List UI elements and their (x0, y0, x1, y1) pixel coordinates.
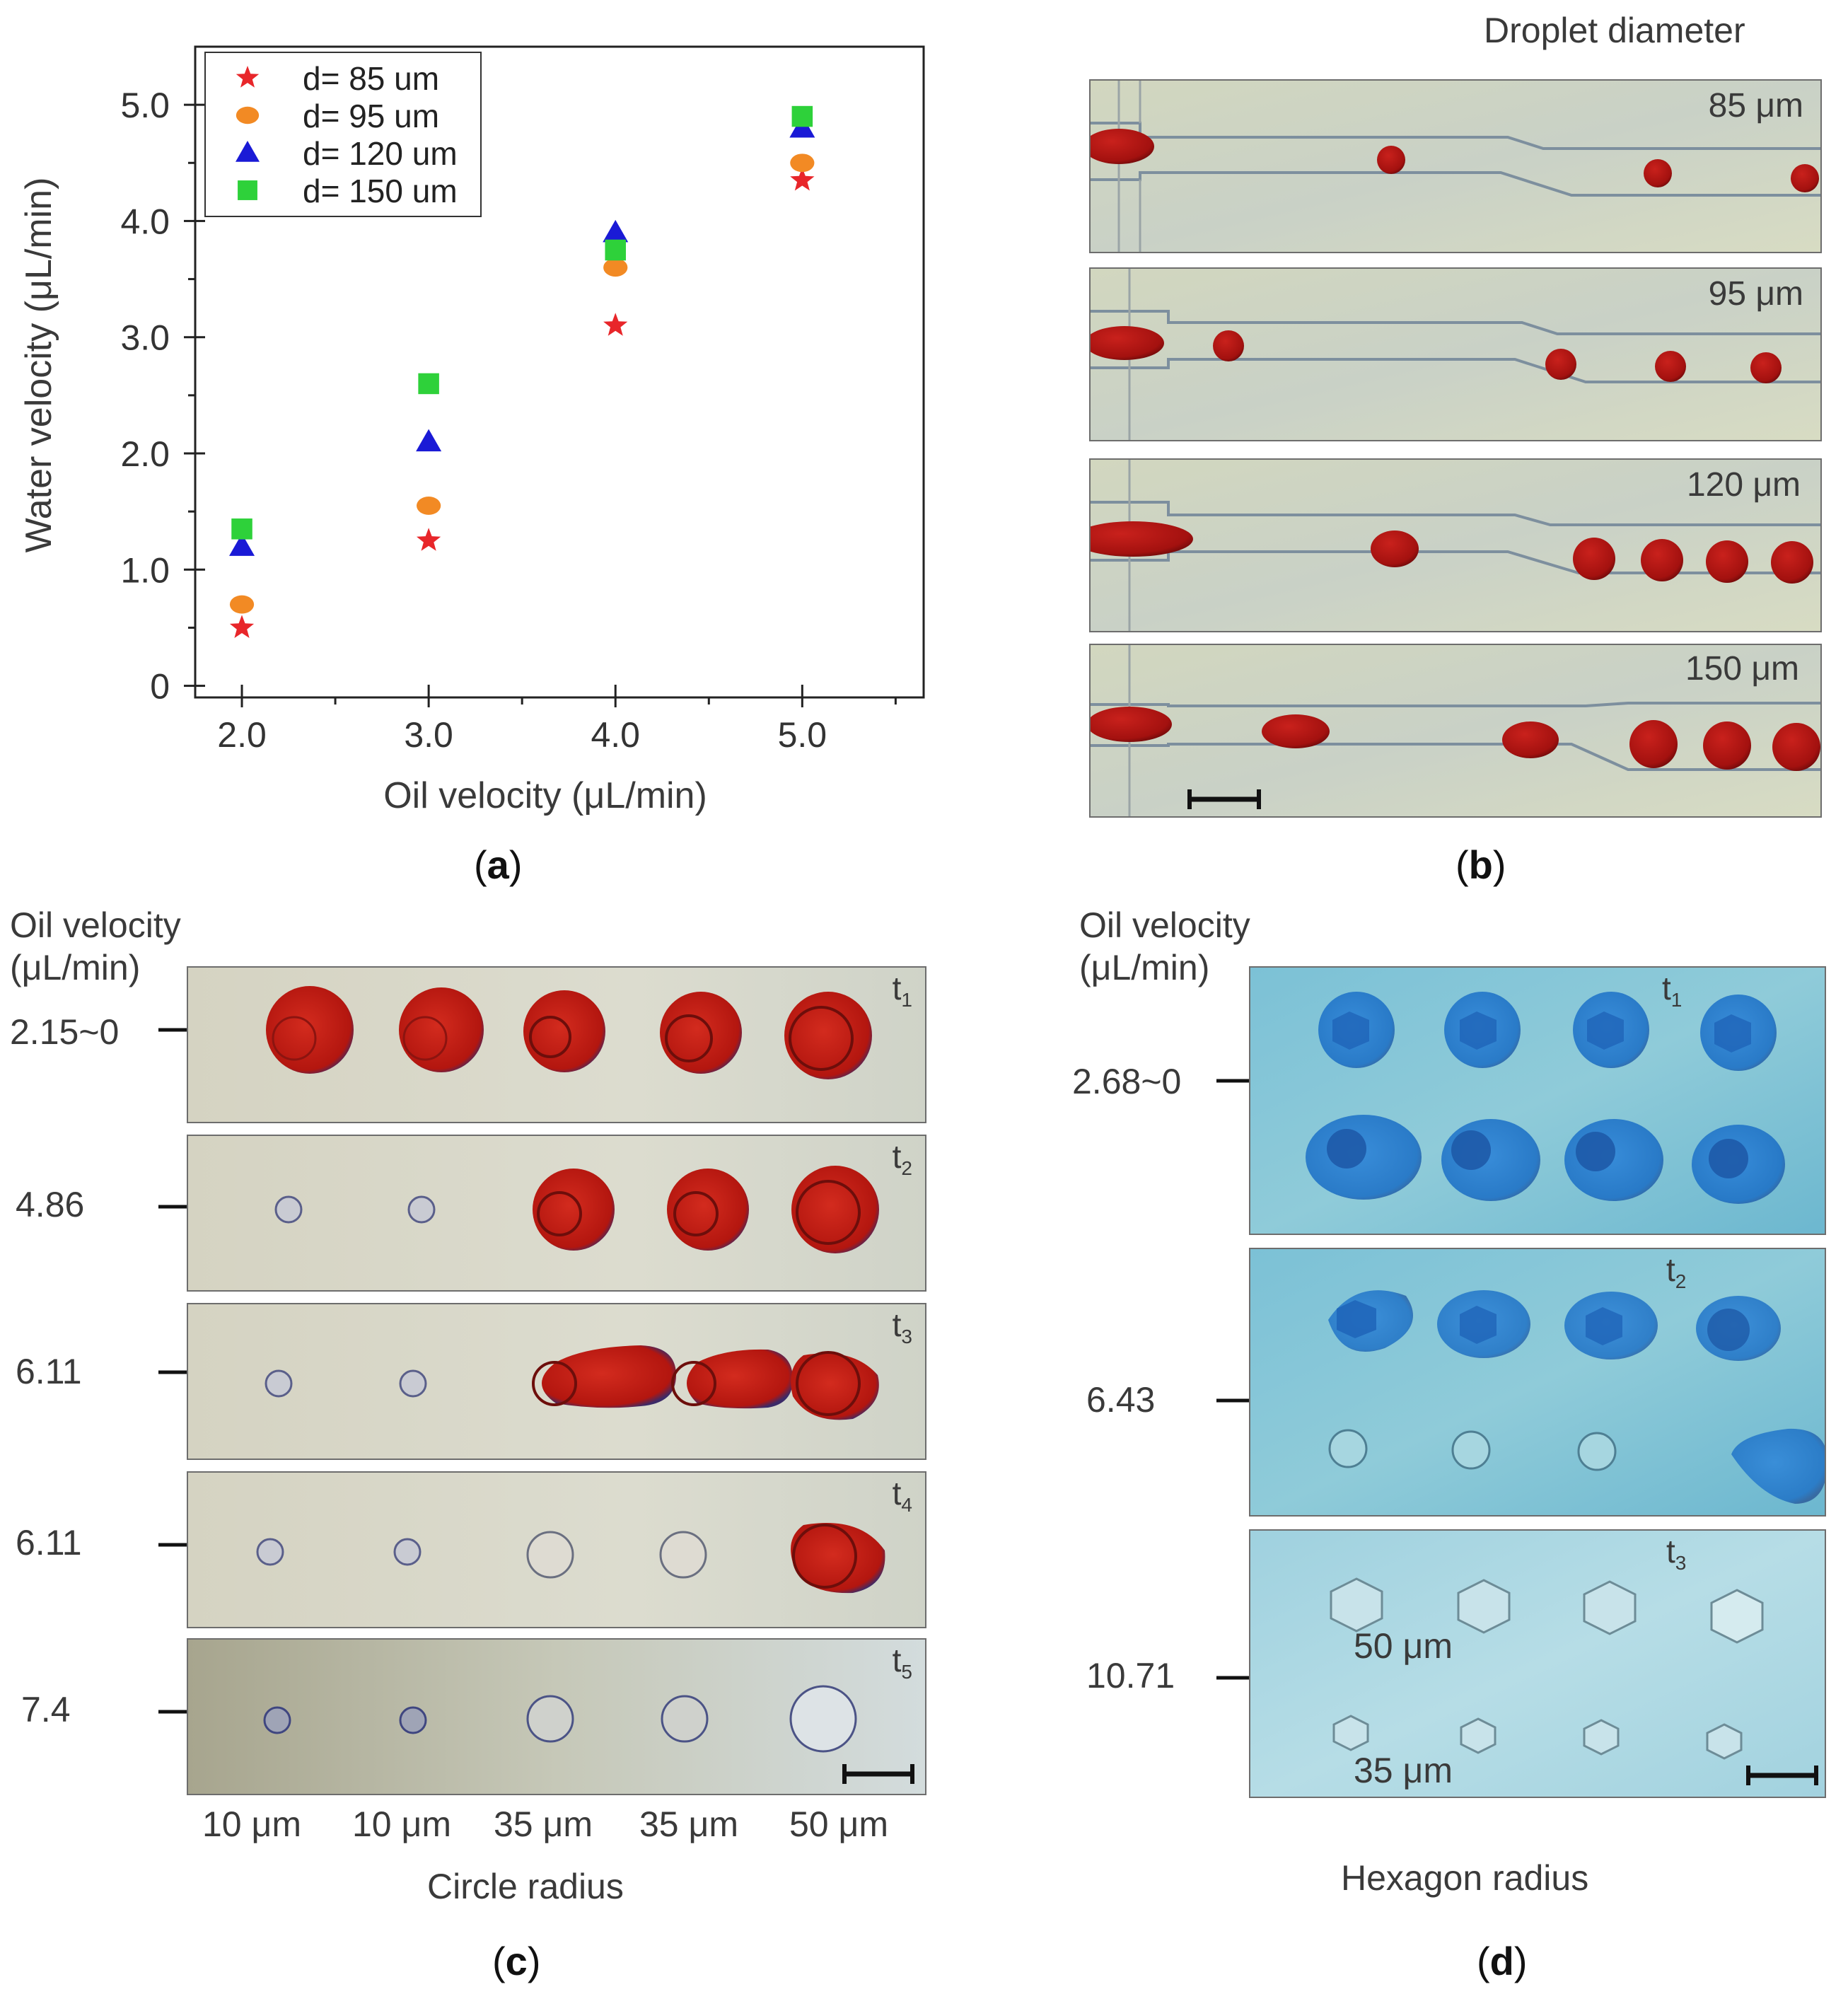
data-point (229, 595, 255, 614)
y-tick-label: 5.0 (120, 86, 170, 125)
velocity-value: 6.43 (1086, 1380, 1156, 1420)
velocity-value: 6.11 (16, 1523, 82, 1563)
legend-marker (236, 141, 260, 162)
droplet-diameter-label: 85 μm (1708, 87, 1803, 124)
legend-marker (236, 66, 260, 88)
micrograph-c-t1: t1 (187, 966, 926, 1123)
data-point (229, 615, 255, 638)
legend-label: d= 150 um (303, 173, 458, 209)
panel-label-d: (d) (1477, 1939, 1528, 1983)
velocity-value: 7.4 (21, 1690, 71, 1729)
data-point (231, 518, 252, 540)
data-point (416, 429, 442, 452)
panel-label-b: (b) (1455, 842, 1506, 887)
data-point (229, 533, 255, 556)
column-label: 35 μm (639, 1804, 738, 1844)
data-point (791, 105, 813, 127)
data-point (603, 313, 628, 336)
legend-label: d= 120 um (303, 135, 458, 172)
micrograph-b-95: 95 μm (1089, 267, 1822, 441)
data-point (790, 153, 815, 173)
axis-title: Circle radius (427, 1867, 624, 1906)
micrograph-d-t1: t1 (1249, 966, 1826, 1235)
data-point (418, 373, 439, 395)
x-tick-label: 5.0 (778, 715, 827, 755)
velocity-value: 4.86 (16, 1185, 85, 1224)
column-label: 35 μm (494, 1804, 593, 1844)
legend-marker (236, 106, 260, 124)
y-tick-label: 3.0 (120, 318, 170, 358)
velocity-value: 2.15~0 (10, 1012, 120, 1052)
hexagon-size-label: 50 μm (1354, 1626, 1453, 1666)
micrograph-c-t5: t5 (187, 1638, 926, 1795)
micrograph-b-120: 120 μm (1089, 458, 1822, 632)
droplet-diameter-label: 95 μm (1708, 275, 1803, 313)
axis-title: Hexagon radius (1341, 1858, 1589, 1898)
y-tick-label: 0 (150, 667, 170, 707)
data-point (417, 496, 441, 515)
plot-frame (194, 45, 925, 699)
legend-label: d= 95 um (303, 98, 439, 134)
data-point (603, 219, 629, 243)
oil-velocity-unit: (μL/min) (1079, 948, 1210, 987)
velocity-value: 10.71 (1086, 1656, 1175, 1695)
panel-c-header: Oil velocity (μL/min) (10, 904, 181, 989)
data-point (603, 258, 628, 277)
data-point (790, 167, 815, 191)
micrograph-d-t2: t2 (1249, 1248, 1826, 1517)
panel-b-header: Droplet diameter (1484, 11, 1745, 50)
legend-label: d= 85 um (303, 60, 439, 97)
x-tick-label: 4.0 (591, 715, 640, 755)
time-label: t3 (1666, 1533, 1687, 1575)
oil-velocity-label: Oil velocity (1079, 905, 1250, 945)
micrograph-b-150: 150 μm (1089, 644, 1822, 818)
hexagon-size-label: 35 μm (1354, 1751, 1453, 1790)
time-label: t2 (892, 1138, 912, 1180)
x-tick-label: 2.0 (217, 715, 267, 755)
droplet-diameter-label: 120 μm (1686, 466, 1801, 504)
panel-label-a: (a) (474, 842, 523, 887)
time-label: t2 (1666, 1251, 1687, 1293)
micrograph-c-t3: t3 (187, 1303, 926, 1460)
column-label: 10 μm (202, 1804, 301, 1844)
time-label: t1 (1662, 970, 1683, 1011)
data-point (417, 528, 441, 551)
y-axis-label: Water velocity (μL/min) (18, 178, 59, 553)
column-label: 10 μm (352, 1804, 451, 1844)
y-tick-label: 2.0 (120, 434, 170, 474)
time-label: t5 (892, 1642, 912, 1683)
panel-label-c: (c) (492, 1939, 541, 1983)
time-label: t3 (892, 1306, 912, 1348)
micrograph-b-85: 85 μm (1089, 79, 1822, 253)
legend-marker (238, 180, 257, 200)
droplet-diameter-label: 150 μm (1685, 650, 1799, 688)
micrograph-c-t4: t4 (187, 1471, 926, 1628)
panel-d-header: Oil velocity (μL/min) (1079, 904, 1250, 989)
chart-a: 2.0 3.0 4.0 5.0 0 1.0 2.0 3.0 4.0 5.0 Oil velocity… (18, 45, 925, 816)
column-label: 50 μm (789, 1804, 888, 1844)
y-tick-label: 4.0 (120, 202, 170, 241)
data-point (605, 239, 626, 261)
y-tick-label: 1.0 (120, 550, 170, 590)
oil-velocity-unit: (μL/min) (10, 948, 141, 987)
x-tick-label: 3.0 (404, 715, 453, 755)
micrograph-c-t2: t2 (187, 1135, 926, 1292)
time-label: t4 (892, 1475, 912, 1517)
micrograph-d-t3: t3 50 μm 35 μm (1249, 1529, 1826, 1798)
velocity-value: 2.68~0 (1072, 1062, 1182, 1101)
velocity-value: 6.11 (16, 1352, 82, 1391)
oil-velocity-label: Oil velocity (10, 905, 181, 945)
time-label: t1 (892, 970, 912, 1011)
x-axis-label: Oil velocity (μL/min) (383, 775, 707, 816)
